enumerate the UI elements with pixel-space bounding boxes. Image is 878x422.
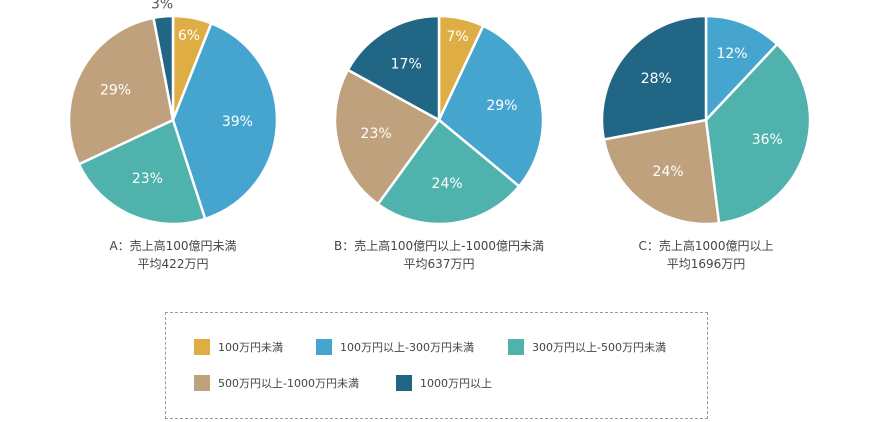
- legend-item-under-100: 100万円未満: [194, 338, 283, 356]
- legend-label: 300万円以上-500万円未満: [532, 341, 666, 354]
- pie-c-label-100-300: 12%: [716, 46, 747, 62]
- pie-a-label-over-1000: 3%: [151, 0, 173, 13]
- pie-a-label-500-1000: 29%: [100, 83, 131, 99]
- pie-charts: 6% 39% 23% 29% 3% 7% 29% 24% 23% 17% 12% 36% 24% 28%: [67, 0, 812, 226]
- chart-c-average: 平均1696万円: [666, 257, 746, 271]
- pie-b-label-over-1000: 17%: [391, 57, 422, 73]
- pie-b-slice-500-1000: [333, 68, 441, 206]
- legend-label: 500万円以上-1000万円未満: [218, 377, 359, 390]
- pie-a-slice-100-300: [171, 22, 279, 221]
- pie-c-slice-100-300: [704, 14, 779, 122]
- pie-b-label-under-100: 7%: [446, 29, 468, 45]
- pie-b-slice-100-300: [437, 24, 545, 188]
- pie-chart-a: 6% 39% 23% 29% 3%: [67, 0, 279, 226]
- legend-swatch: [316, 339, 332, 355]
- pie-a-label-under-100: 6%: [178, 28, 200, 44]
- legend-item-over-1000: 1000万円以上: [396, 374, 492, 392]
- pie-c-slice-500-1000: [602, 118, 721, 226]
- pie-b-slice-over-1000: [346, 14, 441, 122]
- legend-label: 100万円未満: [218, 341, 283, 354]
- legend-swatch: [396, 375, 412, 391]
- legend-item-100-300: 100万円以上-300万円未満: [316, 338, 474, 356]
- chart-a-average: 平均422万円: [137, 257, 209, 271]
- pie-c-label-300-500: 36%: [752, 132, 783, 148]
- pie-b-label-100-300: 29%: [486, 98, 517, 114]
- pie-c-slice-over-1000: [600, 14, 708, 141]
- pie-a-slice-300-500: [77, 118, 207, 226]
- chart-a-caption: A：売上高100億円未満 平均422万円: [23, 237, 323, 273]
- pie-a-label-100-300: 39%: [222, 114, 253, 130]
- pie-chart-b: 7% 29% 24% 23% 17%: [333, 14, 545, 226]
- legend-swatch: [508, 339, 524, 355]
- pie-c-label-over-1000: 28%: [641, 71, 672, 87]
- legend: 100万円未満 100万円以上-300万円未満 300万円以上-500万円未満 …: [165, 312, 708, 419]
- chart-b-title: B：売上高100億円以上-1000億円未満: [333, 239, 544, 253]
- legend-item-500-1000: 500万円以上-1000万円未満: [194, 374, 359, 392]
- chart-a-title: A：売上高100億円未満: [109, 239, 237, 253]
- pie-c-slice-300-500: [704, 42, 812, 225]
- pie-c-label-500-1000: 24%: [653, 164, 684, 180]
- pie-b-slice-300-500: [376, 118, 521, 226]
- chart-b-average: 平均637万円: [403, 257, 475, 271]
- pie-a-slice-over-1000: [152, 14, 175, 122]
- legend-swatch: [194, 339, 210, 355]
- legend-swatch: [194, 375, 210, 391]
- pie-a-label-300-500: 23%: [132, 171, 163, 187]
- pie-b-label-300-500: 24%: [432, 176, 463, 192]
- chart-c-title: C：売上高1000億円以上: [638, 239, 774, 253]
- pie-a-slice-500-1000: [67, 16, 175, 166]
- legend-label: 1000万円以上: [420, 377, 492, 390]
- pie-b-label-500-1000: 23%: [361, 126, 392, 142]
- legend-label: 100万円以上-300万円未満: [340, 341, 474, 354]
- pie-chart-c: 12% 36% 24% 28%: [600, 14, 812, 226]
- legend-item-300-500: 300万円以上-500万円未満: [508, 338, 666, 356]
- chart-c-caption: C：売上高1000億円以上 平均1696万円: [556, 237, 856, 273]
- chart-b-caption: B：売上高100億円以上-1000億円未満 平均637万円: [289, 237, 589, 273]
